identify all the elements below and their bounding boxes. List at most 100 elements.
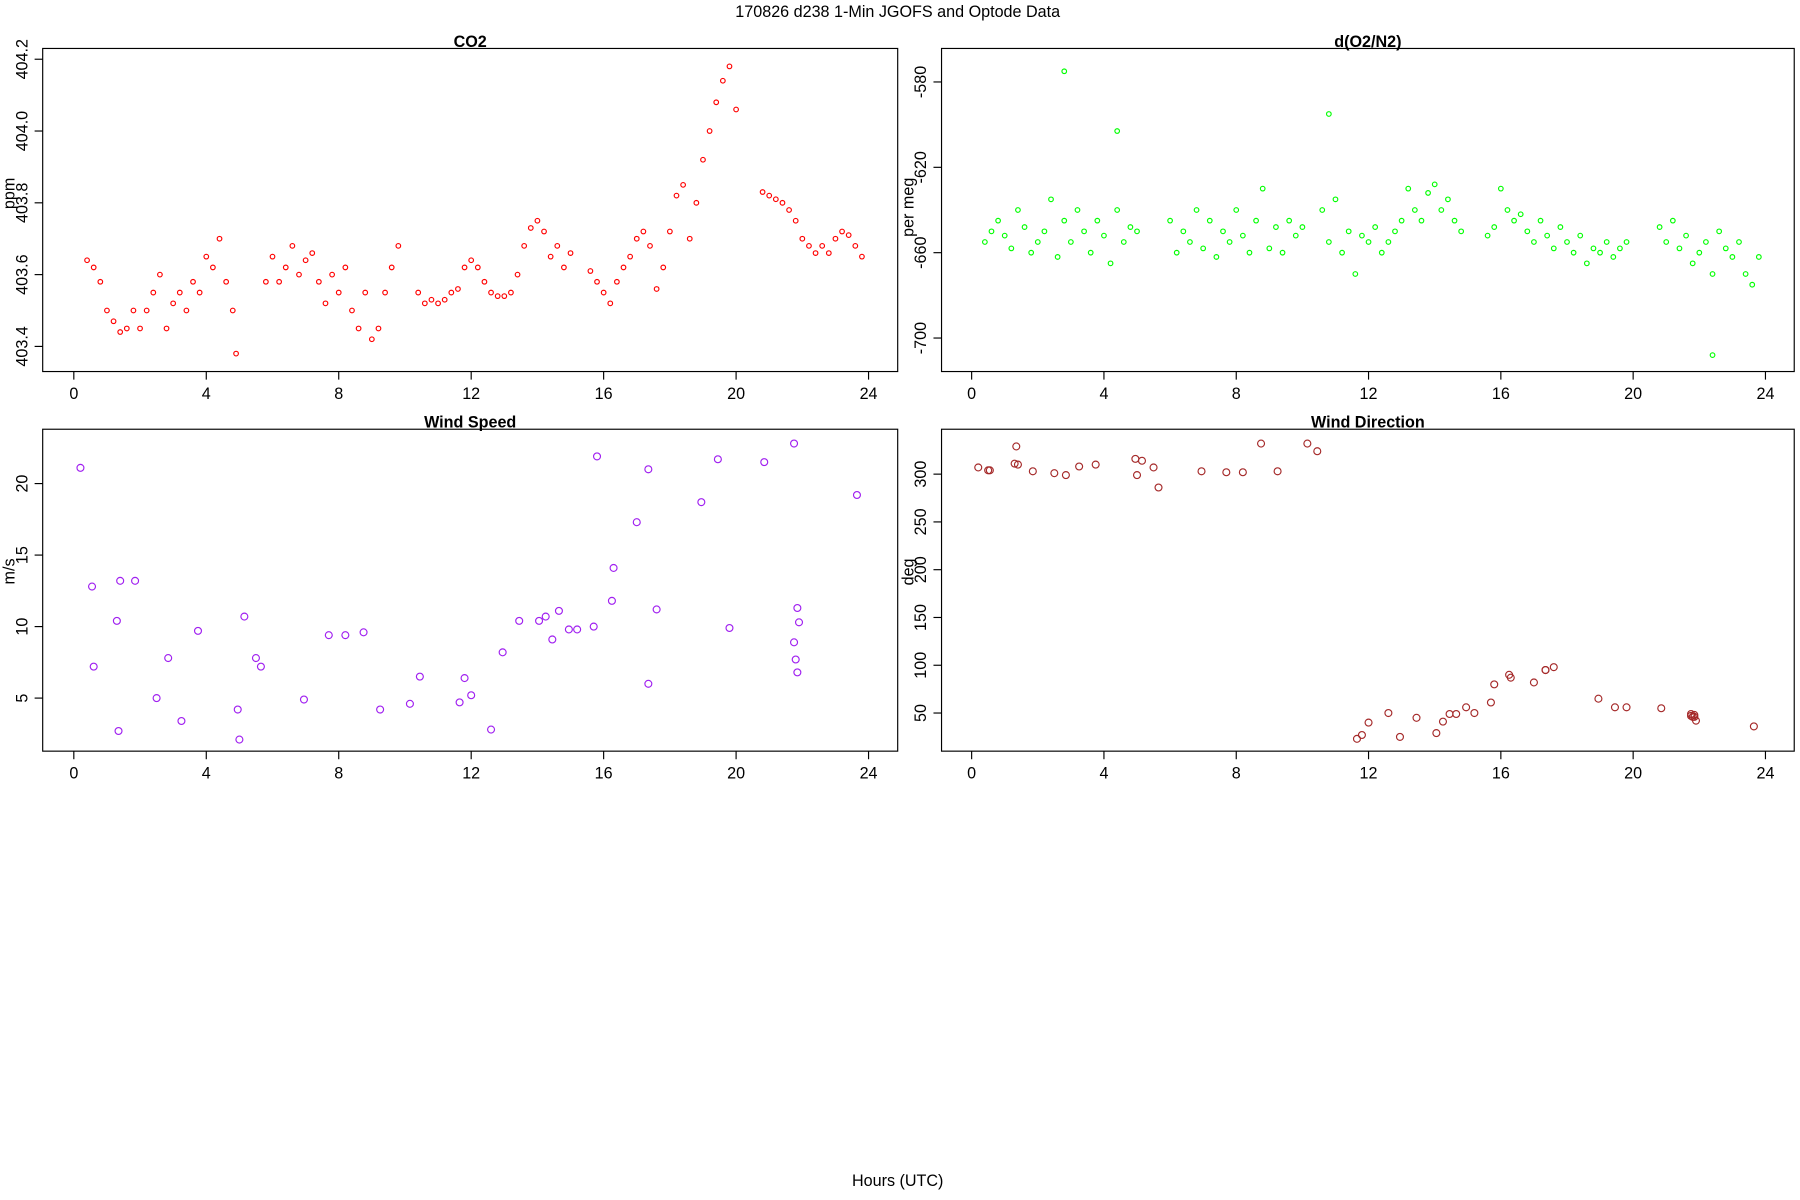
data-point xyxy=(1365,239,1372,245)
data-point xyxy=(852,490,862,500)
data-point xyxy=(1028,467,1037,476)
data-point xyxy=(324,631,333,640)
data-point xyxy=(1180,228,1187,235)
x-tick-label: 4 xyxy=(202,385,211,403)
data-point xyxy=(1617,245,1623,252)
x-tick-label: 8 xyxy=(1232,385,1241,403)
figure-title: 170826 d238 1-Min JGOFS and Optode Data xyxy=(735,3,1060,21)
data-point xyxy=(1012,442,1021,451)
data-point xyxy=(1273,467,1282,476)
y-tick-label: -620 xyxy=(912,151,930,183)
data-point xyxy=(1597,249,1603,256)
plot-frame xyxy=(940,47,1795,373)
data-point xyxy=(110,318,117,325)
data-point xyxy=(1577,232,1584,239)
data-point xyxy=(1154,483,1163,492)
y-tick-label: 5 xyxy=(13,694,31,703)
x-tick-label: 8 xyxy=(334,385,343,403)
data-point xyxy=(1364,718,1373,727)
data-point xyxy=(1544,232,1551,239)
data-point xyxy=(382,289,388,296)
data-point xyxy=(322,300,329,307)
data-point xyxy=(564,625,573,634)
y-tick-label: 300 xyxy=(912,461,930,488)
data-point xyxy=(1384,708,1393,718)
data-point xyxy=(1669,217,1676,224)
data-point xyxy=(1755,254,1762,260)
data-point xyxy=(1238,468,1247,477)
x-tick-label: 16 xyxy=(595,764,613,782)
data-point xyxy=(985,466,994,475)
data-point xyxy=(794,618,804,627)
data-point xyxy=(719,77,726,84)
data-point xyxy=(697,498,706,507)
data-point xyxy=(852,243,859,249)
y-tick-label: 20 xyxy=(13,475,31,493)
data-point xyxy=(1303,439,1312,448)
data-point xyxy=(455,698,464,707)
data-point xyxy=(1114,207,1121,213)
data-point xyxy=(514,271,521,278)
data-point xyxy=(359,628,368,637)
data-point xyxy=(229,307,236,314)
x-tick-label: 4 xyxy=(1099,385,1108,403)
data-point xyxy=(498,648,507,657)
data-point xyxy=(832,235,839,242)
data-point xyxy=(541,228,547,235)
x-tick-label: 4 xyxy=(1099,764,1108,782)
data-point xyxy=(1405,185,1412,192)
data-point xyxy=(644,679,653,688)
data-point xyxy=(859,253,865,260)
data-point xyxy=(421,300,428,307)
y-axis-label: deg xyxy=(899,558,917,585)
data-point xyxy=(395,243,402,249)
data-point xyxy=(302,257,309,264)
data-point xyxy=(508,289,514,296)
data-point xyxy=(1398,217,1405,224)
data-point xyxy=(548,635,557,644)
x-tick-label: 16 xyxy=(1492,764,1510,782)
data-point xyxy=(1253,217,1259,224)
data-point xyxy=(726,63,733,70)
y-tick-label: -580 xyxy=(912,66,930,98)
y-tick-label: 100 xyxy=(912,652,930,679)
data-point xyxy=(1067,239,1074,245)
data-point xyxy=(150,289,157,296)
plot-frame xyxy=(42,47,899,373)
x-tick-label: 20 xyxy=(727,385,745,403)
data-point xyxy=(177,716,186,726)
data-point xyxy=(240,612,249,621)
data-point xyxy=(1445,196,1451,203)
data-point xyxy=(1034,239,1041,245)
data-point xyxy=(163,325,170,332)
data-point xyxy=(772,196,779,203)
data-point xyxy=(1418,217,1425,224)
data-point xyxy=(1412,713,1421,722)
data-point xyxy=(97,278,104,285)
data-point xyxy=(1411,207,1418,213)
data-point xyxy=(455,286,461,292)
data-point xyxy=(1087,249,1094,256)
data-point xyxy=(1257,439,1266,448)
data-point xyxy=(607,300,614,307)
data-point xyxy=(1425,190,1431,196)
data-point xyxy=(686,235,693,242)
data-point xyxy=(1549,663,1558,672)
data-point xyxy=(193,626,203,635)
y-tick-label: 50 xyxy=(912,704,930,722)
data-point xyxy=(1352,734,1362,743)
data-point xyxy=(1550,245,1557,252)
data-point xyxy=(632,518,641,527)
data-point xyxy=(561,264,567,271)
data-point xyxy=(342,264,349,271)
data-point xyxy=(84,257,90,264)
data-point xyxy=(1299,224,1306,230)
data-point xyxy=(335,289,342,296)
data-point xyxy=(1220,228,1226,235)
x-tick-label: 8 xyxy=(1232,764,1241,782)
data-point xyxy=(1132,471,1142,480)
data-point xyxy=(1703,239,1709,245)
data-point xyxy=(1266,245,1273,252)
data-point xyxy=(1048,196,1054,203)
